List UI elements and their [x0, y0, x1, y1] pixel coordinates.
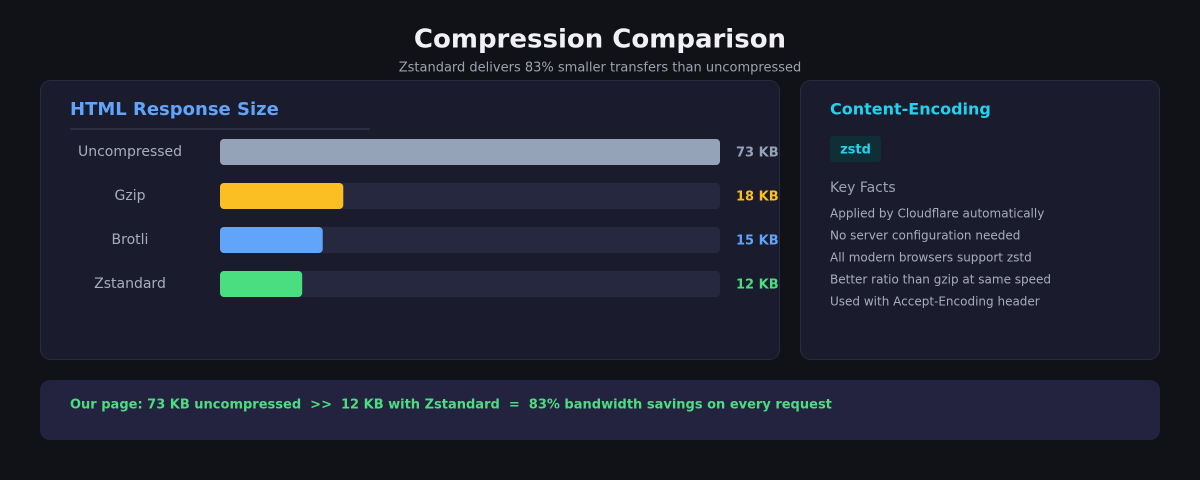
fact: No server configuration needed	[830, 229, 1020, 243]
category-label: Gzip	[115, 188, 146, 204]
footer-text: Our page: 73 KB uncompressed >> 12 KB wi…	[70, 398, 832, 413]
badge-text: zstd	[840, 143, 871, 158]
badge	[830, 136, 881, 162]
value-label: 15 KB (79%)	[736, 234, 826, 249]
side-panel	[800, 80, 1160, 360]
facts-title: Key Facts	[830, 180, 896, 196]
facts-list: Applied by Cloudflare automatically No se…	[830, 207, 1051, 309]
side-title: Content-Encoding	[830, 100, 991, 119]
bar	[220, 271, 303, 297]
fact: Applied by Cloudflare automatically	[830, 207, 1044, 221]
fact: Better ratio than gzip at same speed	[830, 273, 1051, 287]
value-label: 73 KB	[736, 146, 779, 161]
bar-track	[220, 183, 720, 209]
chart-title: HTML Response Size	[70, 99, 279, 120]
value-label: 12 KB (83%)	[736, 278, 826, 293]
category-label: Brotli	[112, 232, 149, 248]
subtitle: Zstandard delivers 83% smaller transfers…	[399, 61, 802, 76]
chart-panel	[40, 80, 780, 360]
category-label: Uncompressed	[78, 144, 182, 160]
footer-panel	[40, 380, 1160, 440]
fact: Used with Accept-Encoding header	[830, 295, 1040, 309]
bar	[220, 139, 720, 165]
category-label: Zstandard	[94, 276, 166, 292]
title: Compression Comparison	[414, 25, 786, 55]
fact: All modern browsers support zstd	[830, 251, 1032, 265]
bar-track	[220, 271, 720, 297]
bar	[220, 227, 323, 253]
bar-chart: Uncompressed 73 KB Gzip 18 KB (75%) Brotli 15…	[78, 139, 826, 297]
value-label: 18 KB (75%)	[736, 190, 826, 205]
bar-track	[220, 227, 720, 253]
bar	[220, 183, 344, 209]
